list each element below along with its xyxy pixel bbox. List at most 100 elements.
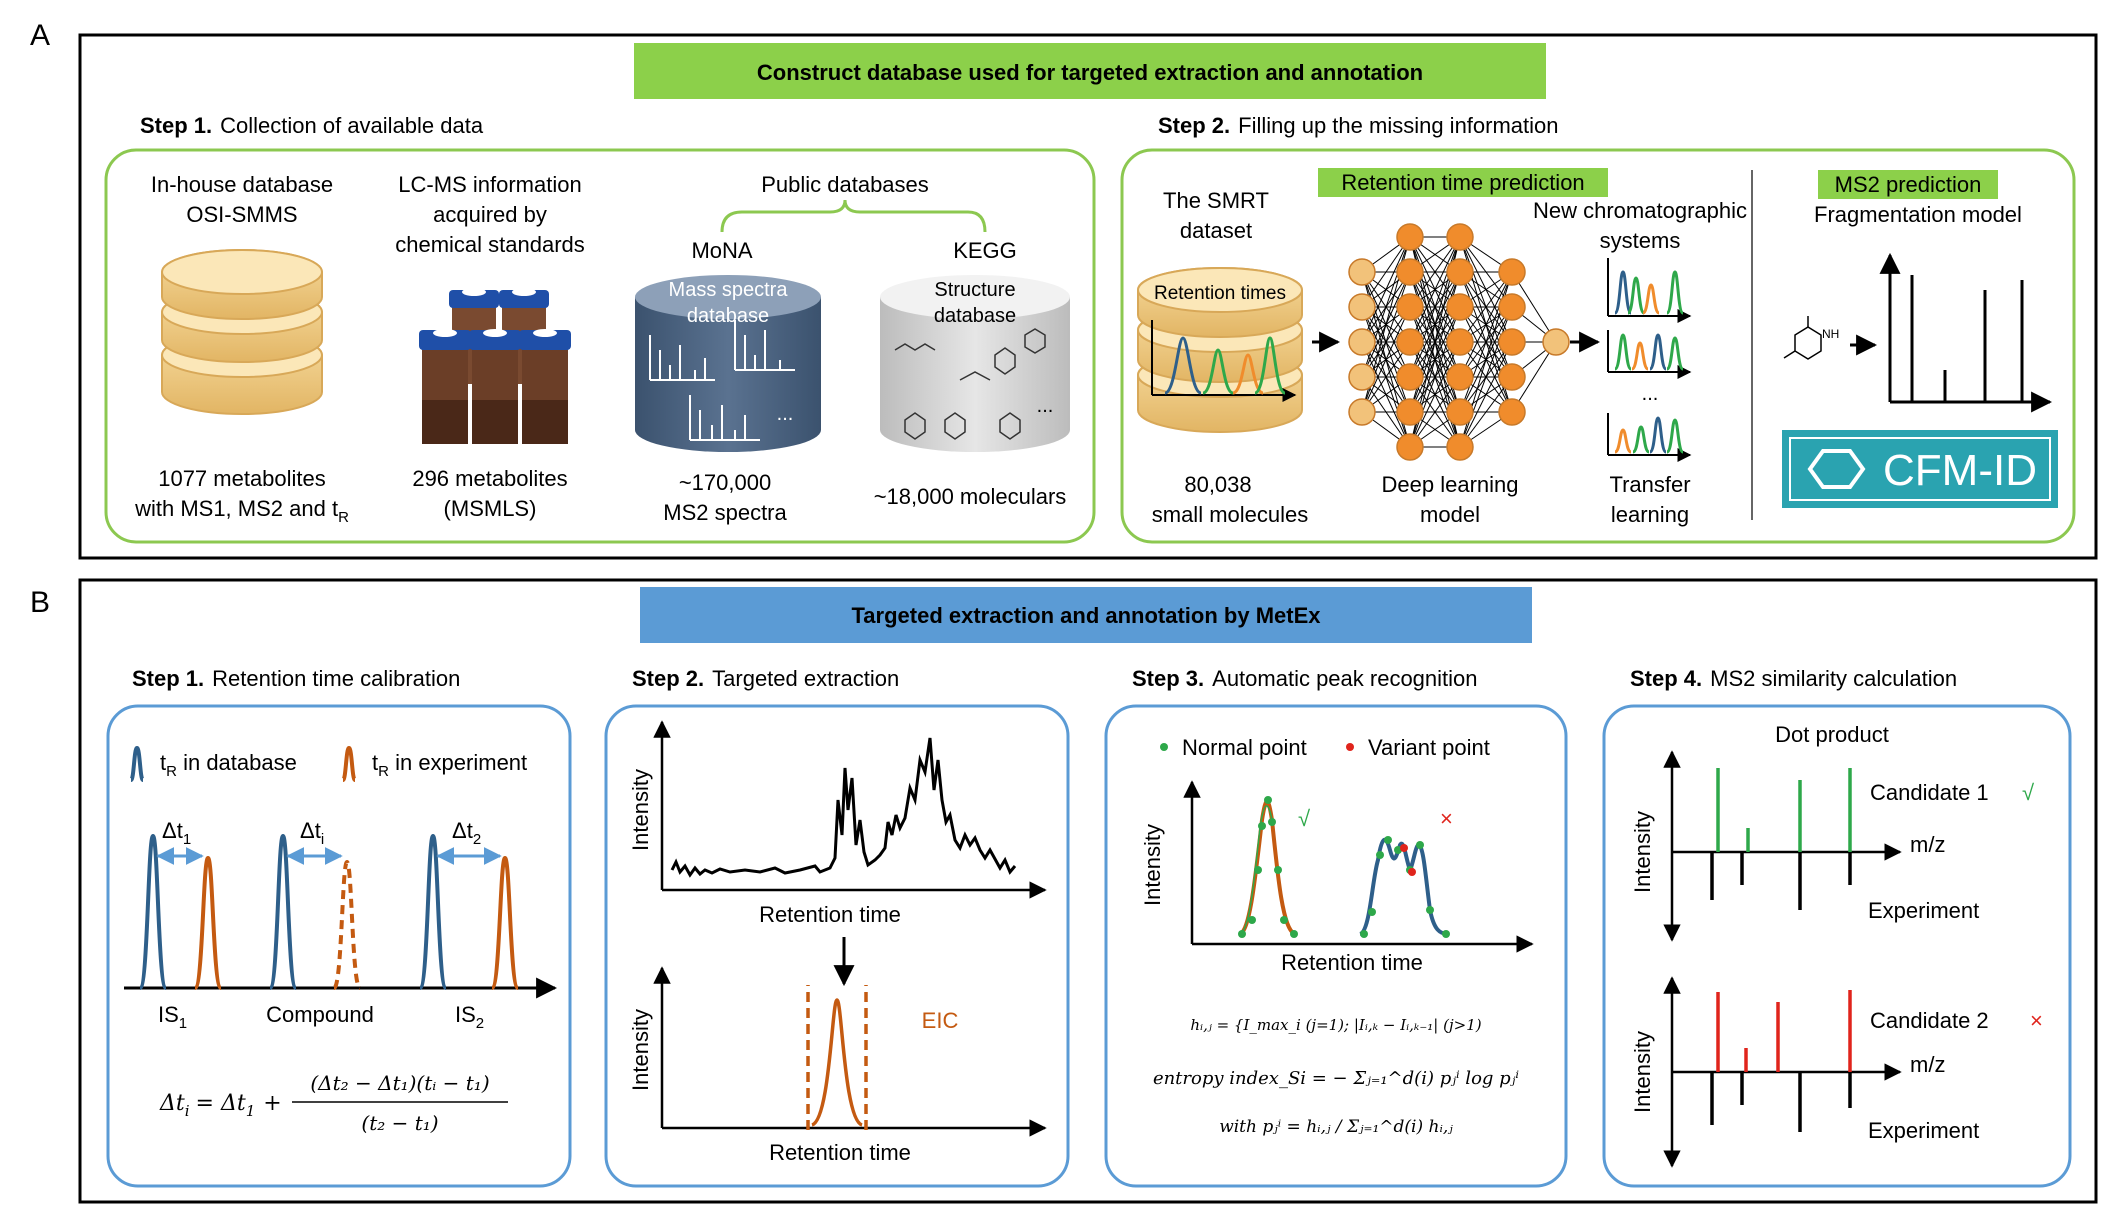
normal-point	[1254, 866, 1262, 874]
mz-label-2: m/z	[1910, 1052, 1945, 1077]
nn-connection	[1361, 341, 1411, 413]
svg-text:(t₂ − t₁): (t₂ − t₁)	[361, 1111, 438, 1135]
nn-node	[1396, 223, 1424, 251]
pr-ylabel: Intensity	[1140, 824, 1165, 906]
nn-node	[1396, 258, 1424, 286]
panel-a-frame	[78, 33, 2098, 560]
nn-node	[1396, 293, 1424, 321]
dt2-label: Δt2	[452, 818, 481, 848]
mona-count1: ~170,000	[679, 470, 771, 495]
nn-connection	[1409, 306, 1461, 448]
transfer-line1: Transfer	[1609, 472, 1690, 497]
inhouse-line2: OSI-SMMS	[186, 202, 297, 227]
smrt-count1: 80,038	[1184, 472, 1251, 497]
panel-a-banner-text: Construct database used for targeted ext…	[757, 60, 1423, 85]
normal-point	[1280, 916, 1288, 924]
nn-node	[1396, 433, 1424, 461]
normal-point	[1384, 836, 1392, 844]
is1-label: IS1	[158, 1002, 187, 1032]
compound-label: Compound	[266, 1002, 374, 1027]
legend-db-text: tR in database	[160, 750, 297, 780]
nn-node	[1446, 398, 1474, 426]
panel-b-banner	[640, 587, 1532, 643]
frag-model-text: Fragmentation model	[1814, 202, 2022, 227]
nn-connection	[1459, 271, 1513, 413]
b-step3-heading: Step 3. Automatic peak recognition	[1132, 666, 1478, 691]
peak-recognition-plot	[1183, 780, 1534, 953]
molecule-icon	[1783, 316, 1822, 360]
cfm-id-text: CFM-ID	[1883, 446, 2037, 495]
molecule-nh: NH	[1822, 327, 1839, 341]
public-brace	[720, 199, 987, 233]
nn-connection	[1409, 236, 1461, 378]
calibration-plot	[124, 833, 558, 999]
normal-point	[1368, 908, 1376, 916]
nn-connection	[1511, 271, 1557, 343]
b-step2-heading: Step 2. Targeted extraction	[632, 666, 899, 691]
nn-connection	[1409, 341, 1461, 448]
b-step4-heading: Step 4. MS2 similarity calculation	[1630, 666, 1957, 691]
nn-connection	[1459, 306, 1513, 448]
eic-ylabel: Intensity	[628, 1009, 653, 1091]
kegg-count1: ~18,000 moleculars	[874, 484, 1067, 509]
variant-point	[1408, 868, 1416, 876]
lcms-count2: (MSMLS)	[444, 496, 537, 521]
experiment-label-1: Experiment	[1868, 898, 1979, 923]
a-step1-heading: Step 1. Collection of available data	[140, 113, 484, 138]
legend-variant-text: Variant point	[1368, 735, 1490, 760]
nn-connection	[1361, 236, 1411, 308]
pr-xlabel: Retention time	[1281, 950, 1423, 975]
b-step2-box	[604, 704, 1070, 1188]
nn-connection	[1361, 236, 1411, 343]
nn-node	[1446, 433, 1474, 461]
nn-node	[1396, 398, 1424, 426]
kegg-label2: database	[934, 305, 1016, 327]
check-mark-icon: √	[1298, 806, 1311, 831]
nn-connection	[1511, 341, 1557, 413]
lcms-count1: 296 metabolites	[412, 466, 567, 491]
lcms-line1: LC-MS information	[398, 172, 581, 197]
inhouse-database-icon	[161, 249, 323, 415]
mona-count2: MS2 spectra	[663, 500, 787, 525]
nn-node	[1446, 223, 1474, 251]
mona-cylinder-icon	[635, 275, 821, 452]
new-systems-chromatograms-icon	[1607, 258, 1690, 455]
nn-node	[1348, 328, 1376, 356]
inhouse-line1: In-house database	[151, 172, 333, 197]
smrt-line2: dataset	[1180, 218, 1252, 243]
rt-prediction-tag-text: Retention time prediction	[1341, 170, 1584, 195]
calibration-formula: Δti = Δt1 + (Δt₂ − Δt₁)(tᵢ − t₁) (t₂ − t₁)	[159, 1071, 508, 1135]
inhouse-count2: with MS1, MS2 and tR	[134, 496, 349, 526]
ms2-prediction-tag	[1818, 170, 1998, 199]
b-step3-box	[1104, 704, 1568, 1188]
panel-b-letter: B	[30, 586, 50, 619]
normal-point	[1268, 818, 1276, 826]
neural-network-icon	[1348, 223, 1570, 461]
ms2-prediction-tag-text: MS2 prediction	[1835, 172, 1982, 197]
panel-a-letter: A	[30, 19, 50, 52]
dti-label: Δti	[300, 818, 324, 848]
eic-plot	[653, 966, 1047, 1137]
smrt-line1: The SMRT	[1163, 188, 1269, 213]
normal-point	[1426, 906, 1434, 914]
new-sys-ellipsis: ...	[1642, 383, 1659, 405]
nn-connection	[1459, 271, 1513, 378]
b-step1-box	[106, 704, 572, 1188]
tic-plot	[653, 720, 1047, 899]
eq-p: with pⱼⁱ = hᵢ,ⱼ / Σⱼ₌₁^d(i) hᵢ,ⱼ	[1219, 1117, 1453, 1137]
nn-node	[1396, 363, 1424, 391]
mona-name: MoNA	[691, 238, 752, 263]
vials-icon	[419, 288, 571, 444]
normal-point	[1360, 930, 1368, 938]
normal-point	[1416, 841, 1424, 849]
dt1-label: Δt1	[162, 818, 191, 848]
nn-node	[1542, 328, 1570, 356]
nn-connection	[1361, 271, 1411, 413]
tic-xlabel: Retention time	[759, 902, 901, 927]
nn-connection	[1361, 236, 1411, 378]
mirror-plot-candidate2	[1663, 976, 1902, 1168]
cand1-label: Candidate 1	[1870, 780, 1989, 805]
rt-prediction-tag	[1318, 168, 1608, 197]
public-title: Public databases	[761, 172, 929, 197]
normal-point	[1258, 822, 1266, 830]
